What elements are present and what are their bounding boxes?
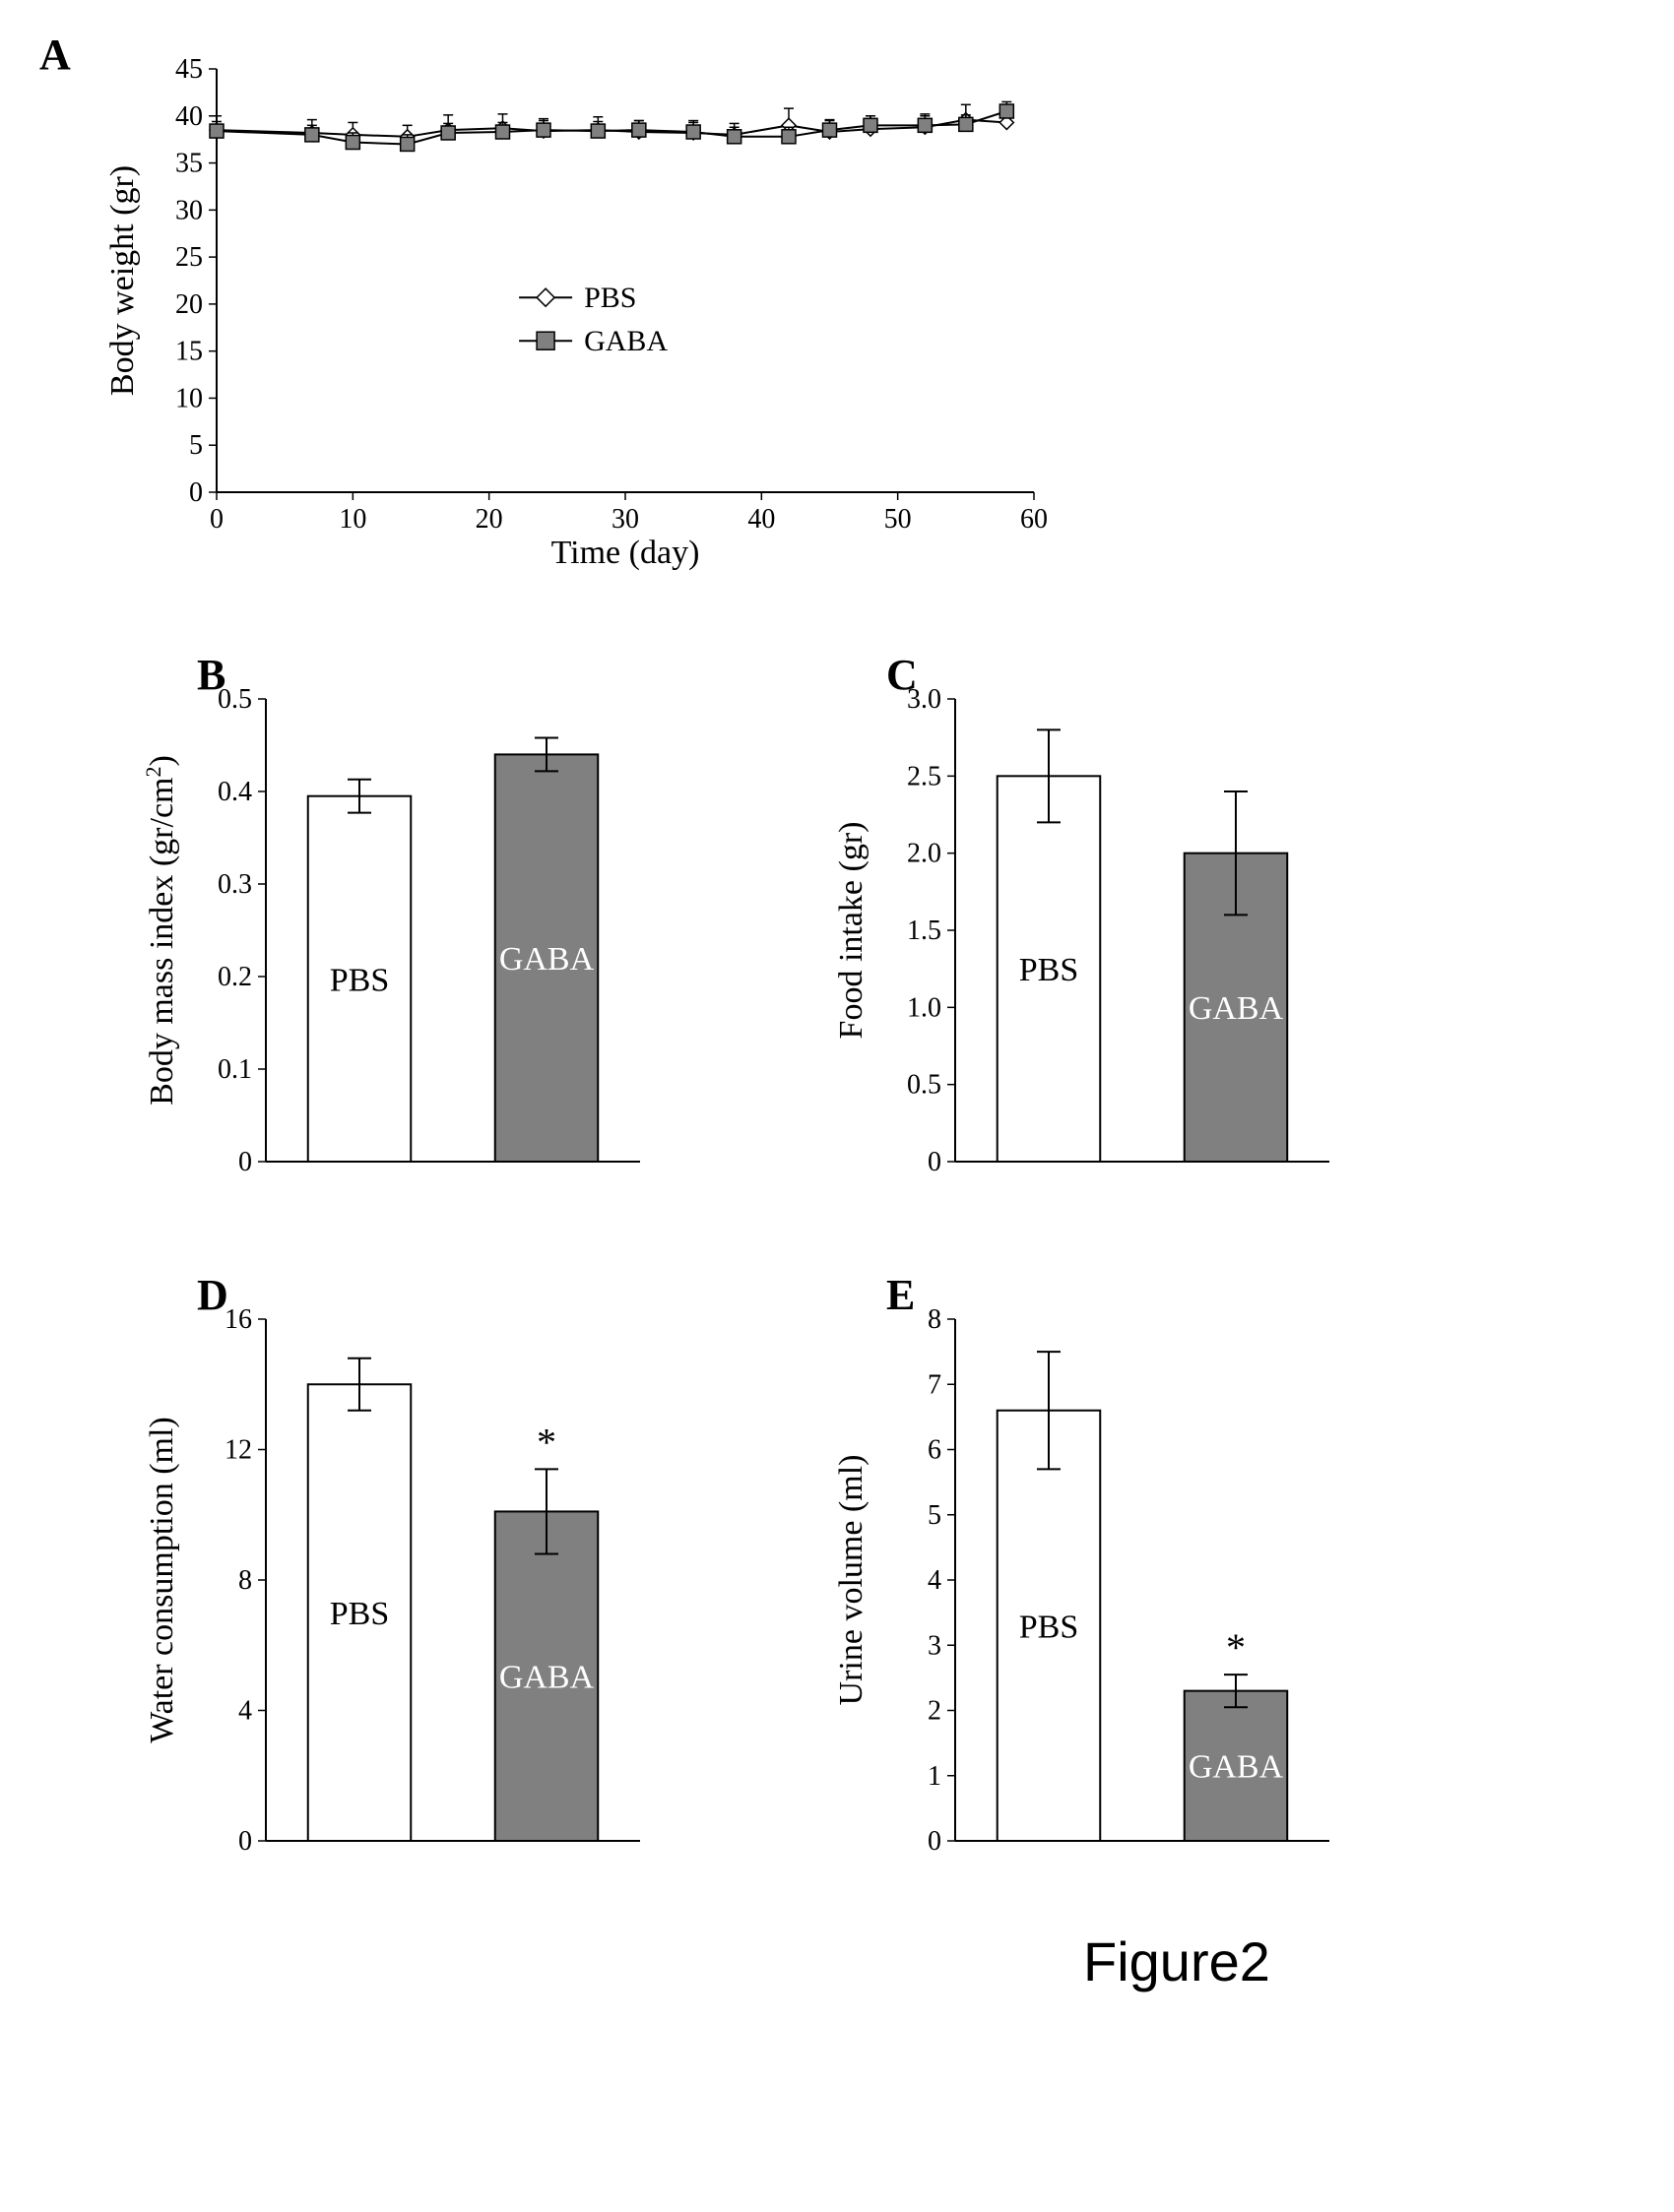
panel-a-xlabel: Time (day)	[551, 535, 700, 571]
svg-text:0: 0	[238, 1826, 252, 1857]
panelE-barlabel-gaba: GABA	[1189, 1749, 1284, 1786]
svg-text:45: 45	[175, 54, 203, 85]
svg-text:1.5: 1.5	[907, 916, 941, 946]
panel-d-chart: 0 4 8 12 16 Water consumption (ml) PBS GABA *	[128, 1270, 679, 1880]
svg-text:2: 2	[928, 1696, 941, 1727]
svg-text:35: 35	[175, 149, 203, 179]
svg-text:0: 0	[928, 1147, 941, 1177]
svg-text:3: 3	[928, 1630, 941, 1661]
panelB-barlabel-gaba: GABA	[499, 941, 595, 978]
panel-b-chart: 00.10.20.30.40.5Body mass index (gr/cm2)…	[128, 650, 679, 1201]
svg-text:0.5: 0.5	[907, 1070, 941, 1101]
panelB-barlabel-pbs: PBS	[330, 962, 390, 998]
panel-a-legend: PBS GABA	[519, 282, 668, 357]
svg-text:0: 0	[189, 477, 203, 508]
panelE-significance: *	[1226, 1625, 1246, 1670]
svg-text:0.3: 0.3	[218, 869, 252, 900]
svg-text:4: 4	[928, 1565, 941, 1596]
svg-text:5: 5	[189, 430, 203, 461]
svg-text:15: 15	[175, 337, 203, 367]
svg-text:60: 60	[1020, 504, 1048, 535]
panel-a-ylabel: Body weight (gr)	[104, 165, 141, 396]
svg-text:6: 6	[928, 1435, 941, 1466]
svg-text:40: 40	[175, 101, 203, 132]
panelB-ylabel: Body mass index (gr/cm2)	[141, 755, 181, 1106]
svg-text:20: 20	[476, 504, 503, 535]
svg-text:1.0: 1.0	[907, 992, 941, 1023]
svg-text:GABA: GABA	[584, 325, 668, 357]
svg-text:30: 30	[612, 504, 639, 535]
panelD-barlabel-pbs: PBS	[330, 1596, 390, 1632]
panelD-ylabel: Water consumption (ml)	[144, 1417, 180, 1743]
svg-text:50: 50	[884, 504, 912, 535]
svg-text:30: 30	[175, 195, 203, 225]
panelE-ylabel: Urine volume (ml)	[833, 1455, 869, 1706]
svg-text:2.0: 2.0	[907, 839, 941, 869]
svg-text:4: 4	[238, 1696, 252, 1727]
svg-text:8: 8	[928, 1304, 941, 1335]
svg-text:25: 25	[175, 242, 203, 273]
svg-text:10: 10	[175, 383, 203, 413]
svg-text:0.1: 0.1	[218, 1054, 252, 1085]
svg-text:PBS: PBS	[584, 282, 636, 314]
panelC-barlabel-gaba: GABA	[1189, 990, 1284, 1027]
svg-text:40: 40	[747, 504, 775, 535]
panelE-label: E	[886, 1270, 915, 1320]
panelC-barlabel-pbs: PBS	[1019, 952, 1079, 988]
panel-a-chart: 0 5 10 15 20 25 30 35 40 45 0 10 20 30 40 50 60 Time (day…	[79, 20, 1113, 571]
svg-text:16: 16	[225, 1304, 252, 1335]
panel-a-label: A	[39, 30, 71, 80]
panelC-label: C	[886, 650, 918, 700]
svg-text:0: 0	[928, 1826, 941, 1857]
panelD-significance: *	[537, 1420, 556, 1464]
svg-text:0.4: 0.4	[218, 777, 252, 807]
svg-text:8: 8	[238, 1565, 252, 1596]
panelD-label: D	[197, 1270, 228, 1320]
svg-text:7: 7	[928, 1369, 941, 1400]
svg-text:12: 12	[225, 1435, 252, 1466]
svg-text:5: 5	[928, 1500, 941, 1531]
panelC-ylabel: Food intake (gr)	[833, 822, 869, 1040]
svg-text:1: 1	[928, 1761, 941, 1792]
svg-text:10: 10	[339, 504, 366, 535]
panelD-barlabel-gaba: GABA	[499, 1660, 595, 1696]
figure-caption: Figure2	[1083, 1929, 1270, 1993]
svg-text:0.2: 0.2	[218, 962, 252, 992]
svg-text:2.5: 2.5	[907, 761, 941, 791]
svg-text:0: 0	[210, 504, 224, 535]
panel-c-chart: 00.51.01.52.02.53.0Food intake (gr)PBSGA…	[817, 650, 1369, 1201]
svg-text:0: 0	[238, 1147, 252, 1177]
svg-text:20: 20	[175, 289, 203, 320]
panel-e-chart: 0 1 2 3 4 5 6 7 8 Urine volume (ml) PBS GABA *	[817, 1270, 1369, 1880]
panelE-barlabel-pbs: PBS	[1019, 1609, 1079, 1645]
panelB-label: B	[197, 650, 225, 700]
